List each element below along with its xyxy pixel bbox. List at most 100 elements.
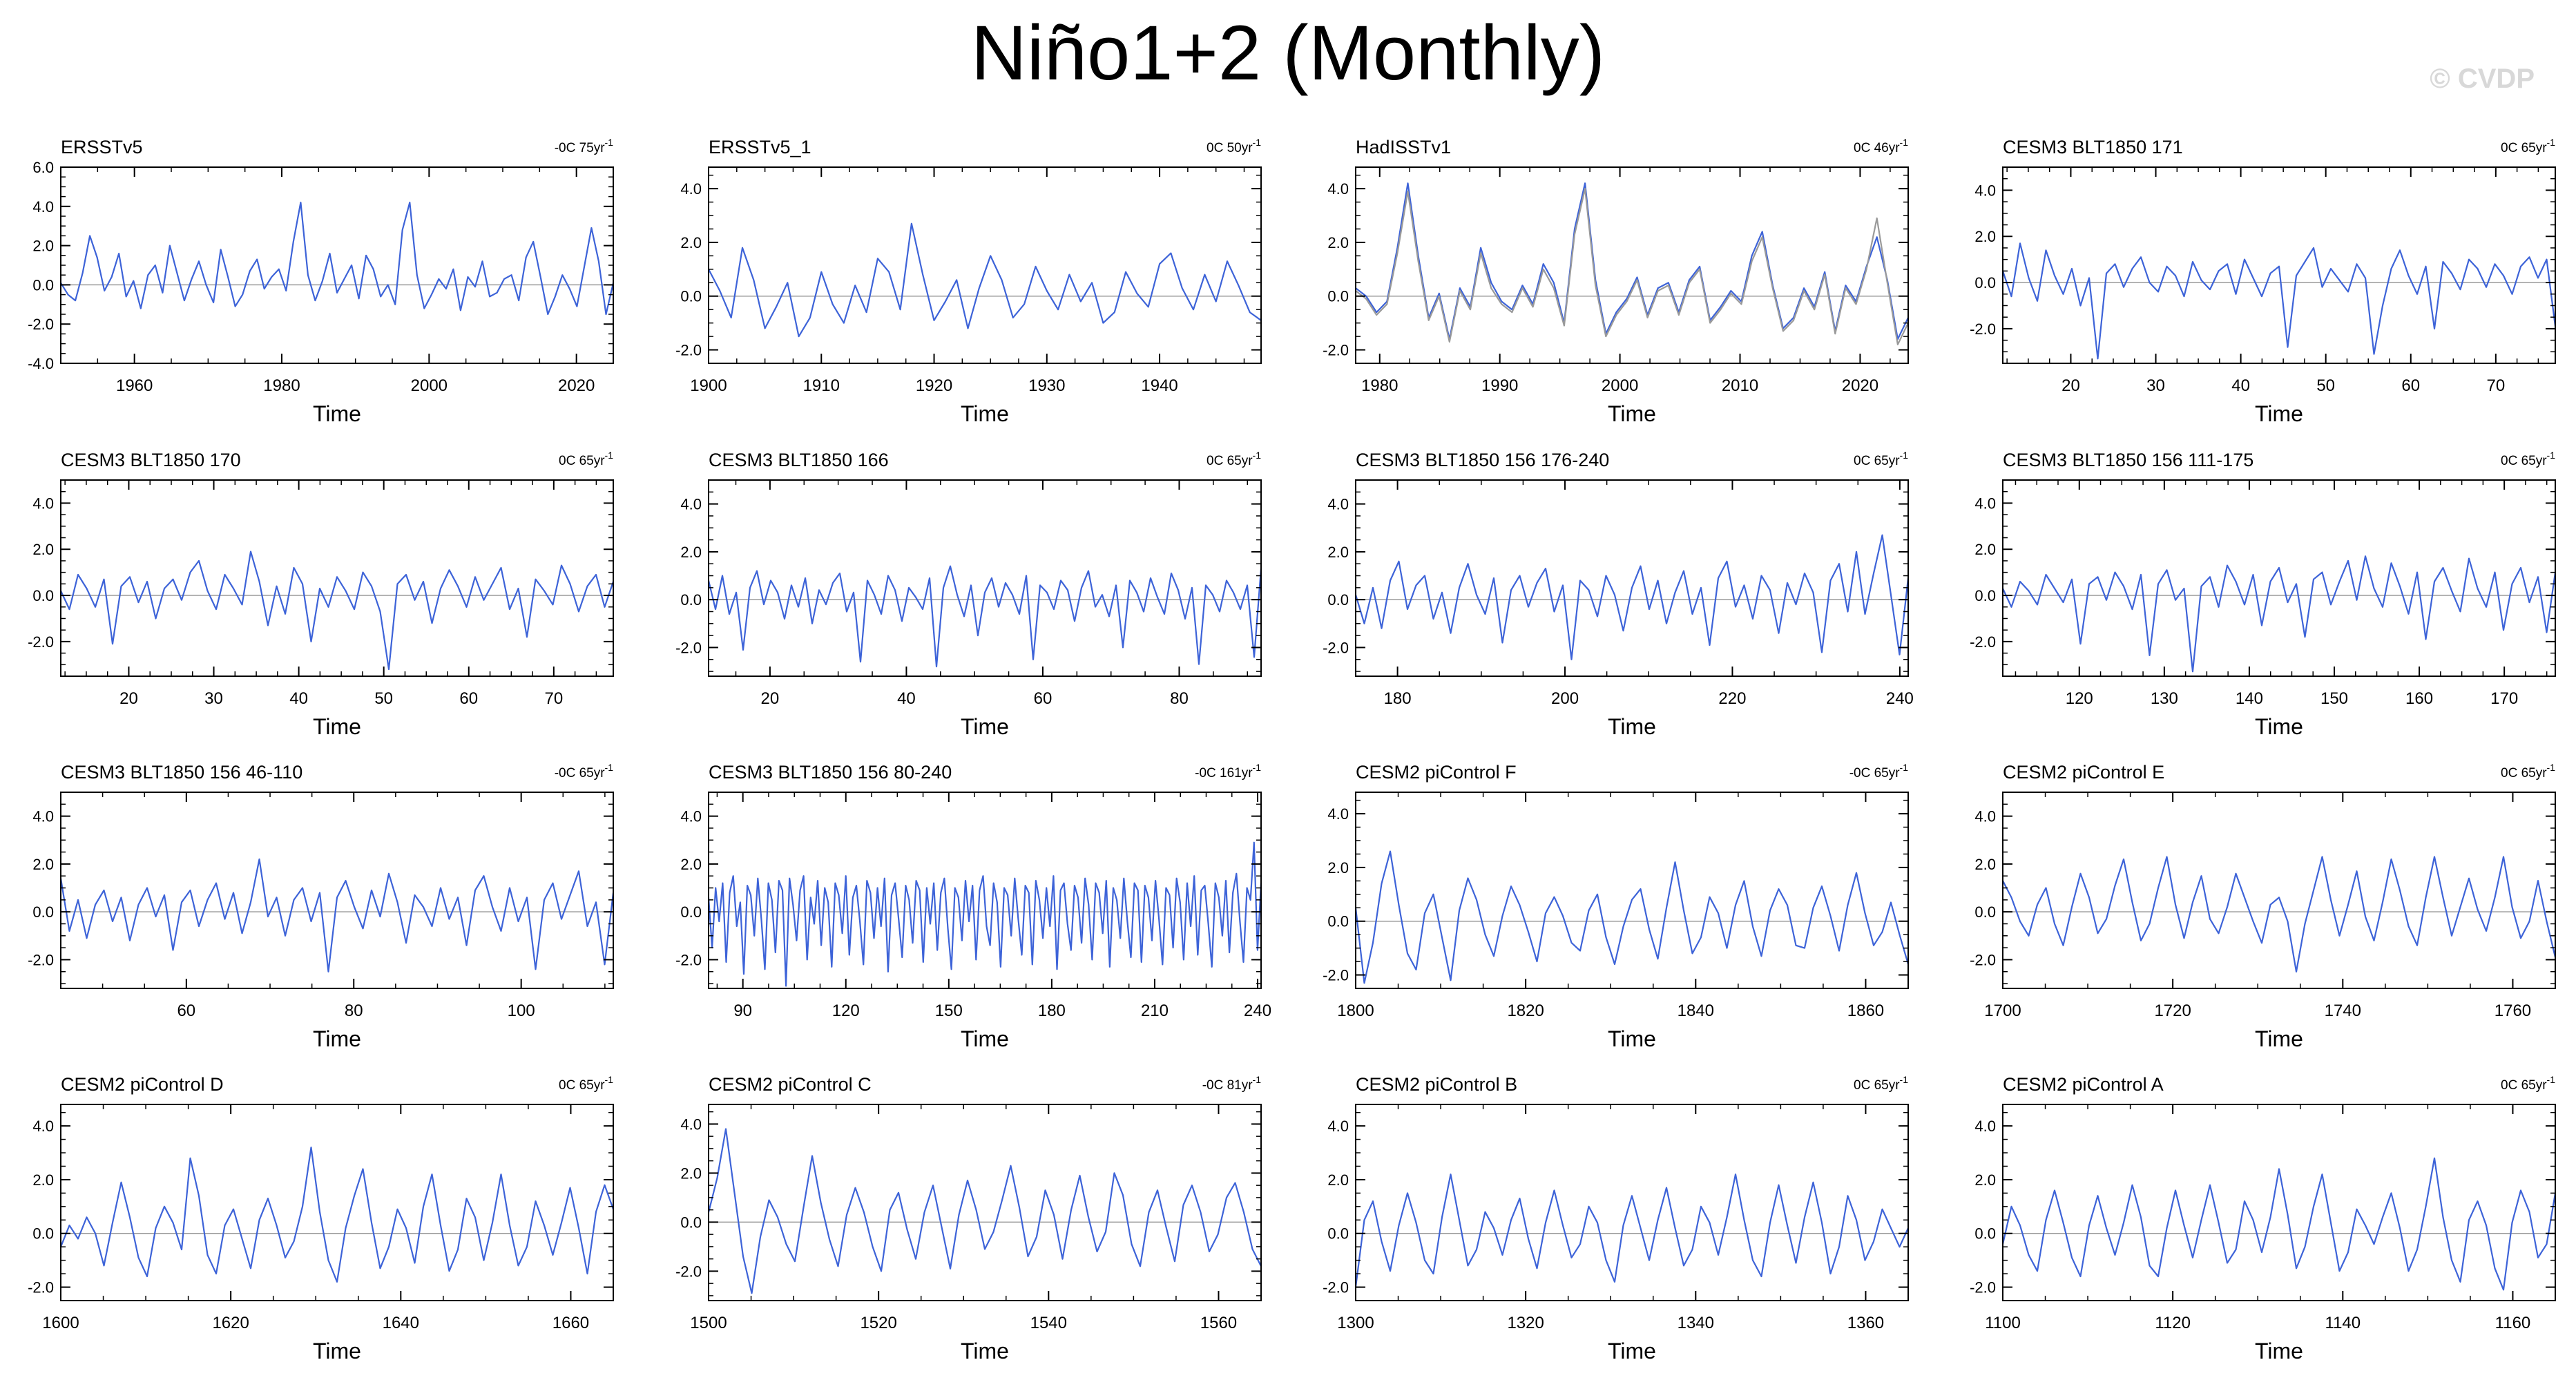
y-tick-label: 0.0 [1974, 903, 1996, 921]
x-tick-label: 1760 [2495, 1002, 2531, 1020]
page-title: Niño1+2 (Monthly) [970, 10, 1606, 96]
x-tick-label: 20 [119, 689, 138, 708]
x-tick-label: 1800 [1337, 1002, 1374, 1020]
y-tick-label: -2.0 [675, 342, 702, 359]
trend-label: -0C 75yr-1 [555, 137, 614, 155]
plot-frame [2002, 479, 2556, 677]
y-tick-label: 4.0 [1974, 182, 1996, 199]
panel-title: CESM3 BLT1850 171 [2003, 137, 2183, 157]
trend-exponent: -1 [1900, 137, 1909, 148]
plot-frame [708, 1104, 1262, 1301]
y-tick-label: 0.0 [32, 1225, 54, 1243]
x-axis-label: Time [961, 1026, 1009, 1051]
series-line-1 [707, 1128, 1262, 1294]
plot-frame [1355, 479, 1909, 677]
trend-exponent: -1 [2547, 762, 2556, 773]
trend-exponent: -1 [1900, 1074, 1909, 1085]
x-tick-label: 60 [2401, 376, 2420, 395]
chart-panel-5: 20 30 40 50 60 70 4.0 2.0 0.0 -2.0 CESM3 BLT1850 1… [28, 450, 615, 739]
plot-frame [60, 166, 614, 364]
x-axis-label: Time [2255, 401, 2303, 426]
y-tick-label: 0.0 [32, 276, 54, 294]
plot-frame [1355, 792, 1909, 989]
trend-label: 0C 65yr-1 [559, 1074, 613, 1093]
y-tick-label: 4.0 [680, 1115, 702, 1133]
trend-value: -0C 81yr [1202, 1078, 1253, 1093]
x-tick-label: 2000 [1602, 376, 1638, 395]
x-tick-label: 1920 [916, 376, 952, 395]
y-tick-label: 4.0 [1327, 805, 1349, 823]
y-tick-label: 4.0 [32, 808, 54, 825]
y-tick-label: 4.0 [1327, 180, 1349, 198]
panel-title: CESM3 BLT1850 156 80-240 [709, 762, 952, 783]
x-tick-label: 1860 [1847, 1002, 1884, 1020]
trend-label: 0C 65yr-1 [2501, 1074, 2555, 1093]
trend-label: 0C 50yr-1 [1207, 137, 1261, 155]
plot-frame [708, 479, 1262, 677]
x-tick-label: 1700 [1984, 1002, 2021, 1020]
trend-label: -0C 65yr-1 [555, 762, 614, 780]
y-tick-label: 0.0 [1974, 587, 1996, 604]
trend-label: 0C 46yr-1 [1854, 137, 1908, 155]
x-tick-label: 1740 [2325, 1002, 2361, 1020]
y-tick-label: 2.0 [32, 1171, 54, 1189]
trend-exponent: -1 [605, 762, 614, 773]
x-tick-label: 130 [2151, 689, 2178, 708]
chart-panel-7: 180 200 220 240 4.0 2.0 0.0 -2.0 CESM3 BLT1850 1… [1323, 450, 1914, 739]
x-tick-label: 2010 [1722, 376, 1758, 395]
x-tick-label: 120 [832, 1002, 860, 1020]
panel-title: HadISSTv1 [1356, 137, 1451, 157]
x-tick-label: 2000 [411, 376, 448, 395]
x-tick-label: 150 [935, 1002, 963, 1020]
plot-frame [60, 1104, 614, 1301]
x-tick-label: 210 [1141, 1002, 1169, 1020]
x-tick-label: 2020 [1842, 376, 1878, 395]
trend-value: 0C 65yr [559, 454, 605, 468]
x-tick-label: 1820 [1507, 1002, 1544, 1020]
y-tick-label: -2.0 [1323, 342, 1349, 359]
y-tick-label: 0.0 [32, 903, 54, 921]
x-tick-label: 1620 [212, 1314, 249, 1332]
trend-label: 0C 65yr-1 [1854, 450, 1908, 468]
panel-title: CESM3 BLT1850 166 [709, 450, 889, 470]
chart-panel-8: 120 130 140 150 160 170 4.0 2.0 0.0 -2.0 CESM3 BLT… [1970, 450, 2557, 739]
x-tick-label: 1120 [2155, 1314, 2191, 1332]
trend-value: 0C 65yr [559, 1078, 605, 1093]
panel-title: CESM2 piControl E [2003, 762, 2164, 783]
y-tick-label: 0.0 [1327, 591, 1349, 609]
y-tick-label: 2.0 [1327, 234, 1349, 251]
trend-label: 0C 65yr-1 [1854, 1074, 1908, 1093]
x-tick-label: 1560 [1200, 1314, 1237, 1332]
x-tick-label: 140 [2236, 689, 2263, 708]
x-tick-label: 60 [177, 1002, 195, 1020]
x-tick-label: 240 [1244, 1002, 1271, 1020]
y-tick-label: 2.0 [1327, 859, 1349, 876]
trend-value: 0C 65yr [2501, 766, 2547, 780]
x-tick-label: 1500 [690, 1314, 727, 1332]
y-tick-label: -2.0 [28, 1279, 54, 1296]
series-line-1 [59, 1147, 615, 1283]
y-tick-label: 2.0 [32, 856, 54, 873]
plot-frame [1355, 1104, 1909, 1301]
x-axis-label: Time [961, 714, 1009, 739]
x-tick-label: 40 [2231, 376, 2250, 395]
trend-label: 0C 65yr-1 [2501, 762, 2555, 780]
y-tick-label: 0.0 [1974, 274, 1996, 291]
trend-value: -0C 65yr [555, 766, 606, 780]
x-tick-label: 1930 [1028, 376, 1065, 395]
x-tick-label: 70 [544, 689, 563, 708]
y-tick-label: 4.0 [1974, 808, 1996, 825]
x-axis-label: Time [2255, 1026, 2303, 1051]
x-tick-label: 1640 [383, 1314, 419, 1332]
trend-label: 0C 65yr-1 [2501, 137, 2555, 155]
series-line-1 [1354, 1174, 1909, 1287]
x-tick-label: 100 [508, 1002, 535, 1020]
x-axis-label: Time [961, 401, 1009, 426]
y-tick-label: 2.0 [32, 238, 54, 255]
x-tick-label: 1910 [803, 376, 840, 395]
y-tick-label: 4.0 [32, 198, 54, 215]
y-tick-label: 0.0 [1327, 288, 1349, 305]
x-tick-label: 80 [345, 1002, 363, 1020]
x-tick-label: 1320 [1507, 1314, 1544, 1332]
x-axis-label: Time [1608, 1339, 1656, 1363]
